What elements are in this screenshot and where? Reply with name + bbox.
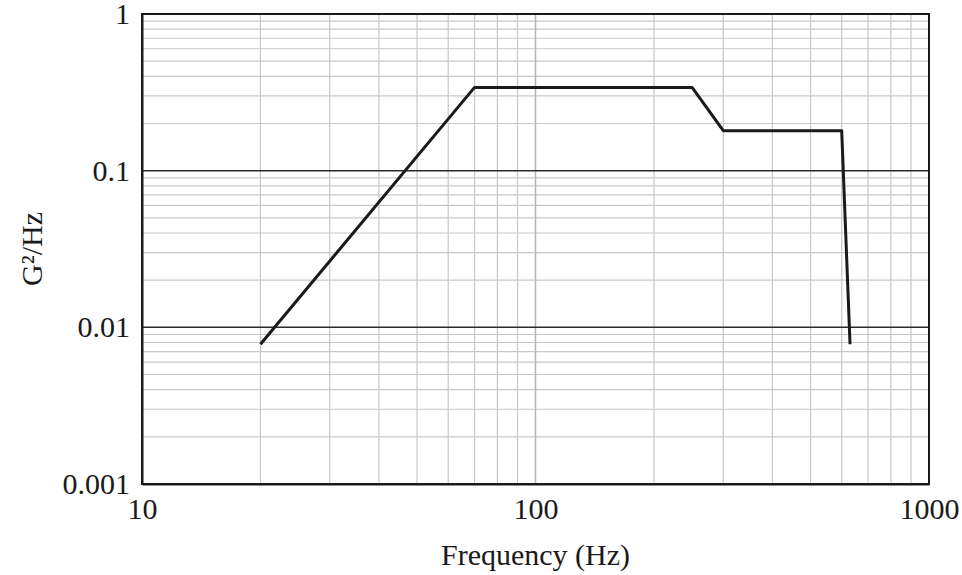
y-axis: 0.001 0.01 0.1 1: [63, 0, 143, 500]
tick-label: 0.1: [93, 154, 131, 187]
minor-grid-line: [910, 14, 911, 484]
minor-grid-line: [517, 14, 518, 484]
minor-grid-line: [772, 14, 773, 484]
tick-label: 0.01: [78, 310, 131, 343]
plot-frame: [142, 14, 929, 484]
data-line: [260, 87, 850, 344]
tick: 0.001: [63, 467, 143, 500]
y-axis-title: G²/Hz: [15, 212, 48, 286]
minor-grid-line: [416, 14, 417, 484]
minor-grid-line: [653, 14, 654, 484]
minor-grid-line: [867, 14, 868, 484]
tick-label: 0.001: [63, 467, 131, 500]
chart: 10 100 1000 0.001 0.01 0.1 1 Frequency (Hz) G²/H…: [0, 0, 962, 575]
tick: 1000: [900, 484, 960, 525]
tick-label: 10: [128, 492, 158, 525]
grid-line: [142, 170, 929, 172]
series: [260, 87, 850, 344]
tick-label: 100: [514, 492, 559, 525]
minor-grid-line: [448, 14, 449, 484]
tick-label: 1000: [900, 492, 960, 525]
minor-grid-line: [329, 14, 330, 484]
tick: 100: [514, 484, 559, 525]
tick: 0.1: [93, 154, 143, 187]
minor-grid-line: [841, 14, 842, 484]
grid-line: [535, 14, 537, 484]
tick-label: 1: [115, 0, 130, 30]
minor-grid-line: [723, 14, 724, 484]
minor-grid-line: [890, 14, 891, 484]
tick: 1: [115, 0, 142, 30]
tick: 10: [128, 484, 158, 525]
grid: [142, 14, 929, 484]
minor-grid-line: [810, 14, 811, 484]
minor-grid-line: [474, 14, 475, 484]
minor-grid-line: [260, 14, 261, 484]
grid-line: [142, 327, 929, 329]
tick: 0.01: [78, 310, 143, 343]
x-axis: 10 100 1000: [128, 484, 960, 525]
plot: 10 100 1000 0.001 0.01 0.1 1: [63, 0, 960, 525]
x-axis-title: Frequency (Hz): [441, 538, 630, 572]
minor-grid-line: [378, 14, 379, 484]
minor-grid-line: [497, 14, 498, 484]
